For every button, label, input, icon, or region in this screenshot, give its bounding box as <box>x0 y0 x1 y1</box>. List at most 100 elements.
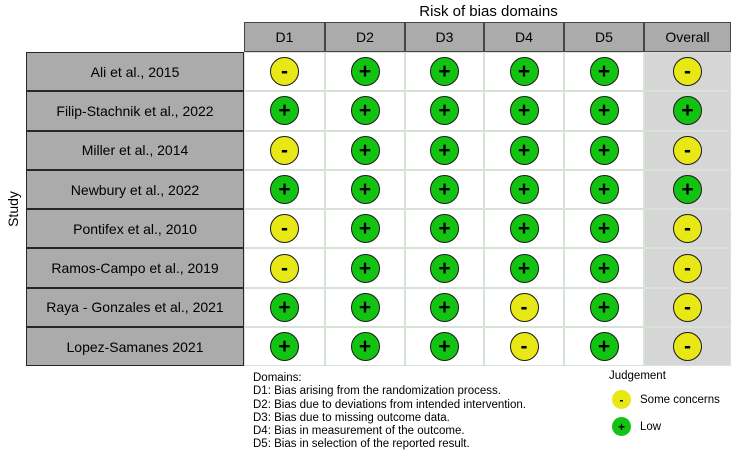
low-judgement-icon: + <box>430 214 459 244</box>
judgement-symbol: + <box>517 60 531 84</box>
low-judgement-icon: + <box>430 135 459 165</box>
column-header-overall: Overall <box>644 22 731 52</box>
column-header-d3: D3 <box>405 22 484 52</box>
column-header-d5: D5 <box>564 22 644 52</box>
judgement-cell: + <box>484 52 564 92</box>
some-concerns-judgement-icon: - <box>509 292 539 322</box>
some-concerns-judgement-icon: - <box>673 214 702 244</box>
column-header-d2: D2 <box>325 22 405 52</box>
low-judgement-icon: + <box>589 96 619 126</box>
judgement-cell: + <box>325 130 405 170</box>
figure-title: Risk of bias domains <box>419 3 558 20</box>
low-judgement-icon: + <box>270 96 299 126</box>
judgement-cell: - <box>644 248 731 288</box>
domain-description: D5: Bias in selection of the reported re… <box>253 438 470 451</box>
judgement-symbol: + <box>358 256 372 280</box>
low-judgement-icon: + <box>430 292 459 322</box>
judgement-cell: + <box>405 169 484 210</box>
some-concerns-judgement-icon: - <box>270 57 299 87</box>
low-judgement-icon: + <box>270 175 299 205</box>
risk-of-bias-table: D1 D2 D3 D4 D5 Overall Ali et al., 2015 - + + + + - F… <box>26 22 731 367</box>
judgement-symbol: + <box>278 335 291 359</box>
judgement-symbol: + <box>278 99 291 123</box>
judgement-symbol: + <box>358 335 372 359</box>
low-judgement-icon: + <box>589 292 619 322</box>
low-judgement-icon: + <box>270 292 299 322</box>
study-label: Ramos-Campo et al., 2019 <box>26 248 244 288</box>
judgement-symbol: - <box>684 256 691 280</box>
judgement-symbol: + <box>438 138 451 162</box>
judgement-symbol: - <box>684 335 691 359</box>
judgement-symbol: + <box>597 335 611 359</box>
judgement-symbol: + <box>438 295 451 319</box>
judgement-cell: + <box>564 248 644 288</box>
judgement-cell: + <box>484 91 564 131</box>
judgement-cell: + <box>564 91 644 131</box>
judgement-symbol: + <box>681 99 694 123</box>
low-judgement-icon: + <box>673 175 702 205</box>
judgement-symbol: + <box>597 60 611 84</box>
low-judgement-icon: + <box>270 332 299 362</box>
legend-symbol: - <box>619 392 624 407</box>
judgement-symbol: + <box>358 99 372 123</box>
judgement-symbol: + <box>438 335 451 359</box>
judgement-symbol: - <box>684 138 691 162</box>
low-judgement-icon: + <box>350 253 380 283</box>
judgement-symbol: + <box>438 60 451 84</box>
judgement-cell: + <box>484 169 564 210</box>
study-label: Lopez-Samanes 2021 <box>26 327 244 367</box>
judgement-symbol: + <box>517 138 531 162</box>
judgement-cell: + <box>405 248 484 288</box>
low-legend-icon: + <box>612 417 631 436</box>
y-axis-label: Study <box>5 191 21 227</box>
some-concerns-judgement-icon: - <box>270 214 299 244</box>
some-concerns-judgement-icon: - <box>673 332 702 362</box>
judgement-symbol: + <box>597 217 611 241</box>
judgement-symbol: + <box>517 99 531 123</box>
some-concerns-judgement-icon: - <box>673 57 702 87</box>
legend-item-label: Low <box>640 420 662 433</box>
low-judgement-icon: + <box>589 253 619 283</box>
judgement-cell: + <box>325 287 405 328</box>
low-judgement-icon: + <box>509 175 539 205</box>
judgement-symbol: - <box>281 138 288 162</box>
judgement-cell: + <box>325 91 405 131</box>
judgement-cell: + <box>405 130 484 170</box>
judgement-symbol: - <box>520 335 528 359</box>
low-judgement-icon: + <box>430 175 459 205</box>
low-judgement-icon: + <box>589 332 619 362</box>
legend-item: - Some concerns <box>606 390 720 409</box>
judgement-cell: + <box>644 169 731 210</box>
judgement-symbol: + <box>597 256 611 280</box>
judgement-cell: - <box>644 327 731 367</box>
judgement-cell: - <box>644 287 731 328</box>
judgement-symbol: - <box>684 295 691 319</box>
low-judgement-icon: + <box>673 96 702 126</box>
low-judgement-icon: + <box>509 57 539 87</box>
judgement-cell: + <box>325 169 405 210</box>
study-label: Raya - Gonzales et al., 2021 <box>26 287 244 328</box>
judgement-symbol: + <box>517 256 531 280</box>
low-judgement-icon: + <box>509 96 539 126</box>
low-judgement-icon: + <box>430 96 459 126</box>
judgement-cell: + <box>405 209 484 249</box>
study-label: Filip-Stachnik et al., 2022 <box>26 91 244 131</box>
judgement-cell: - <box>644 130 731 170</box>
low-judgement-icon: + <box>509 214 539 244</box>
judgement-symbol: + <box>517 217 531 241</box>
judgement-cell: + <box>244 169 325 210</box>
judgement-symbol: - <box>281 217 288 241</box>
low-judgement-icon: + <box>350 214 380 244</box>
judgement-cell: + <box>405 327 484 367</box>
judgement-cell: + <box>564 52 644 92</box>
legend: Judgement - Some concerns + Low <box>606 370 720 436</box>
judgement-symbol: + <box>597 99 611 123</box>
judgement-symbol: + <box>438 178 451 202</box>
low-judgement-icon: + <box>350 175 380 205</box>
domain-description: D1: Bias arising from the randomization … <box>253 385 501 398</box>
study-label: Pontifex et al., 2010 <box>26 209 244 249</box>
low-judgement-icon: + <box>589 175 619 205</box>
judgement-cell: + <box>644 91 731 131</box>
judgement-symbol: + <box>358 138 372 162</box>
low-judgement-icon: + <box>430 253 459 283</box>
